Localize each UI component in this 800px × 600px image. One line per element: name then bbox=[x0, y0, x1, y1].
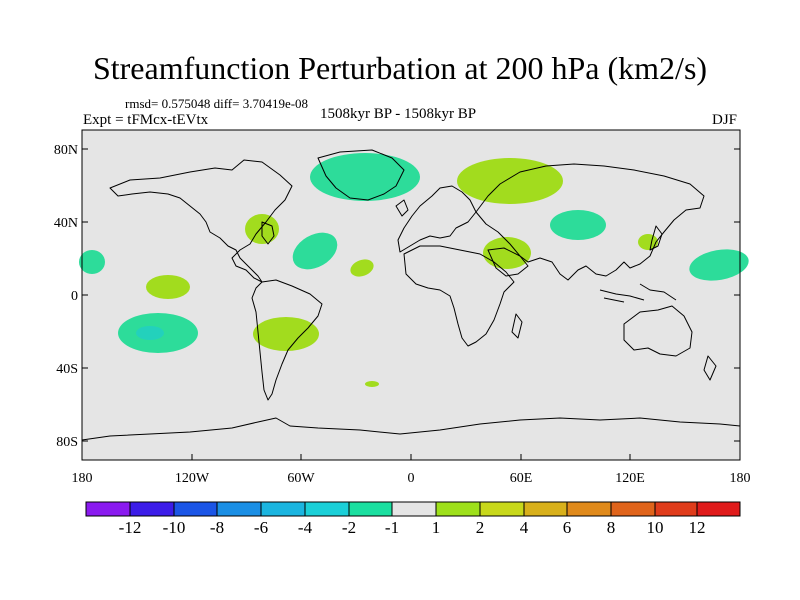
lon-label-180e: 180 bbox=[730, 471, 751, 486]
anomaly-s-atlantic bbox=[365, 381, 379, 387]
anomaly-e-pacific-n bbox=[689, 249, 749, 281]
colorbar-label: 4 bbox=[520, 518, 529, 537]
colorbar-label: 2 bbox=[476, 518, 485, 537]
colorbar-box-3 bbox=[216, 501, 262, 517]
period-label: 1508kyr BP - 1508kyr BP bbox=[320, 106, 477, 122]
lon-label-0: 0 bbox=[408, 471, 415, 486]
colorbar-label: 6 bbox=[563, 518, 572, 537]
colorbar-box-2 bbox=[173, 501, 218, 517]
anomaly-s-pacific-core bbox=[136, 326, 164, 340]
colorbar-label: -4 bbox=[298, 518, 313, 537]
colorbar-box-14 bbox=[696, 501, 741, 517]
experiment-label: Expt = tFMcx-tEVtx bbox=[83, 112, 209, 128]
colorbar-box-4 bbox=[260, 501, 306, 517]
anomaly-w-africa-atl bbox=[350, 259, 374, 277]
anomaly-n-atlantic bbox=[292, 232, 338, 270]
lon-label-120w: 120W bbox=[175, 471, 210, 486]
colorbar-box-6 bbox=[348, 501, 393, 517]
anomaly-s-america bbox=[253, 317, 319, 351]
colorbar-label: -2 bbox=[342, 518, 356, 537]
colorbar-box-0 bbox=[85, 501, 131, 517]
chart-title: Streamfunction Perturbation at 200 hPa (… bbox=[92, 50, 708, 86]
colorbar-label: 12 bbox=[689, 518, 706, 537]
colorbar-label: -12 bbox=[119, 518, 142, 537]
lon-label-60e: 60E bbox=[510, 471, 533, 486]
coastlines bbox=[81, 149, 741, 441]
anomaly-w-pacific-n bbox=[79, 250, 105, 274]
lat-label-80n: 80N bbox=[54, 143, 78, 158]
colorbar-box-13 bbox=[654, 501, 698, 517]
colorbar-label: -1 bbox=[385, 518, 399, 537]
colorbar-box-9 bbox=[479, 501, 525, 517]
colorbar-label: 8 bbox=[607, 518, 616, 537]
anomaly-arabia bbox=[483, 237, 531, 269]
colorbar-box-5 bbox=[304, 501, 350, 517]
lat-label-0: 0 bbox=[71, 289, 78, 304]
lon-label-180w: 180 bbox=[72, 471, 93, 486]
lon-ticks bbox=[81, 454, 741, 460]
colorbar-label: 10 bbox=[647, 518, 664, 537]
anomaly-siberia bbox=[457, 158, 563, 204]
lon-label-60w: 60W bbox=[287, 471, 315, 486]
lon-labels: 180 120W 60W 0 60E 120E 180 bbox=[72, 471, 751, 486]
colorbar-box-8 bbox=[435, 501, 481, 517]
colorbar-box-11 bbox=[566, 501, 612, 517]
colorbar-box-12 bbox=[610, 501, 656, 517]
lat-labels: 80N 40N 0 40S 80S bbox=[54, 143, 78, 450]
lon-label-120e: 120E bbox=[615, 471, 645, 486]
colorbar-label: -8 bbox=[210, 518, 224, 537]
colorbar-box-1 bbox=[129, 501, 175, 517]
colorbar bbox=[85, 501, 741, 517]
colorbar-box-7 bbox=[391, 501, 437, 517]
colorbar-label: -6 bbox=[254, 518, 268, 537]
colorbar-labels: -12 -10 -8 -6 -4 -2 -1 1 2 4 6 8 10 12 bbox=[119, 518, 706, 537]
lat-ticks bbox=[82, 148, 740, 442]
stats-text: rmsd= 0.575048 diff= 3.70419e-08 bbox=[125, 96, 309, 111]
anomaly-c-pacific-eq bbox=[146, 275, 190, 299]
colorbar-label: -10 bbox=[163, 518, 186, 537]
colorbar-label: 1 bbox=[432, 518, 441, 537]
season-label: DJF bbox=[712, 112, 738, 128]
lat-label-40s: 40S bbox=[56, 362, 78, 377]
lat-label-40n: 40N bbox=[54, 216, 78, 231]
colorbar-box-10 bbox=[523, 501, 568, 517]
anomaly-central-asia bbox=[550, 210, 606, 240]
lat-label-80s: 80S bbox=[56, 435, 78, 450]
